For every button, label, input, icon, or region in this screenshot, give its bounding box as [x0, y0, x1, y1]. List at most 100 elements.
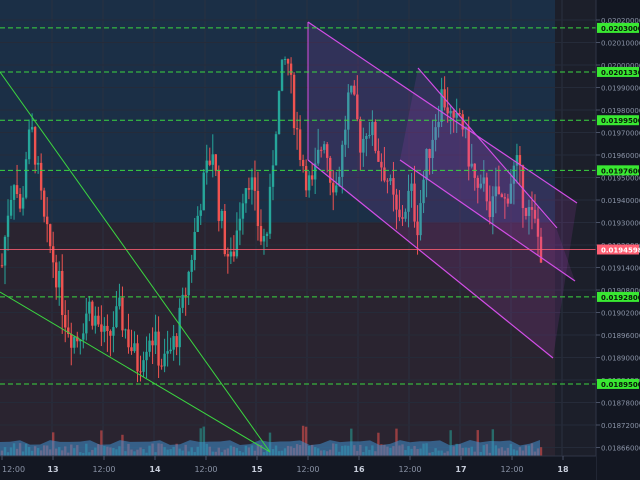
level-tag-label: 0.01976000: [601, 167, 640, 175]
candle-body: [253, 177, 257, 191]
candle-body: [76, 336, 79, 342]
channel-fill-narrow: [400, 68, 575, 281]
candle-body: [413, 183, 416, 222]
candle-body: [106, 325, 109, 332]
level-tag-label: 0.01995000: [601, 117, 640, 125]
candle-body: [344, 129, 347, 145]
candle-body: [97, 315, 100, 325]
candle-body: [33, 127, 37, 165]
trendline-support: [0, 291, 271, 453]
candle-body: [196, 215, 199, 232]
volume-bar: [202, 426, 205, 456]
candle-body: [115, 306, 118, 328]
time-axis[interactable]: 12:00 13 12:00 14 12:00 15 12:00 16 12:00 17 12:00…: [0, 455, 596, 480]
level-tag-bg: [597, 291, 639, 302]
time-tick-label: 15: [251, 465, 263, 474]
candle-body: [73, 336, 76, 348]
time-axis-panel: [0, 456, 596, 480]
candle-body: [395, 194, 398, 210]
price-axis[interactable]: 0.02020000 0.02010000 0.02000000 0.01990000…: [595, 0, 640, 480]
candle-body: [58, 270, 61, 288]
horizontal-levels[interactable]: [0, 27, 596, 385]
price-tick-label: 0.01872000: [601, 422, 640, 430]
candle-body: [64, 315, 67, 328]
time-tick-label: 18: [557, 465, 569, 474]
candle-body: [256, 190, 260, 227]
candle-body: [51, 246, 55, 263]
candle-body: [434, 127, 437, 140]
candle-body: [217, 170, 221, 221]
candle-body: [512, 165, 516, 184]
candle-body: [211, 154, 214, 165]
candle-body: [148, 340, 151, 352]
candle-body: [61, 270, 64, 316]
price-tick-label: 0.01990000: [601, 85, 640, 93]
channel2-upper-line: [417, 67, 558, 229]
candle-body: [145, 351, 148, 361]
candle-body: [9, 199, 13, 216]
time-tick-label: 13: [47, 465, 58, 474]
candle-body: [440, 89, 443, 123]
candle-body: [27, 129, 31, 160]
candle-body: [18, 194, 22, 209]
candle-body: [262, 236, 266, 242]
candle-body: [515, 155, 519, 166]
candle-body: [425, 149, 428, 180]
candle-body: [316, 149, 320, 164]
candle-body: [536, 218, 540, 237]
candle-body: [494, 186, 498, 197]
candle-body: [208, 160, 211, 165]
candle-body: [124, 329, 127, 331]
price-tick-label: 0.01940000: [601, 197, 640, 205]
trendline-descending: [0, 71, 271, 453]
candle-body: [244, 188, 248, 204]
candle-body: [292, 74, 296, 129]
candle-body: [160, 365, 163, 367]
candle-body: [437, 122, 440, 128]
candle-body: [371, 121, 374, 136]
candle-body: [181, 294, 184, 308]
candle-body: [301, 159, 305, 167]
candle-body: [235, 230, 239, 257]
candle-body: [48, 224, 52, 247]
candle-body: [313, 163, 317, 180]
candle-body: [428, 149, 431, 159]
candle-body: [45, 216, 49, 225]
trend-drawings: [0, 21, 578, 453]
candle-body: [446, 107, 449, 114]
candle-body: [136, 343, 139, 372]
candle-body: [265, 233, 269, 237]
candle-body: [88, 301, 91, 314]
candle-body: [151, 340, 154, 346]
candle-body: [497, 186, 501, 195]
candle-body: [392, 178, 395, 195]
candle-body: [271, 165, 275, 187]
candle-body: [353, 85, 356, 95]
candle-body: [223, 210, 227, 255]
price-tick-label: 0.01890000: [601, 355, 640, 363]
candle-body: [350, 85, 353, 93]
candle-body: [85, 313, 88, 334]
candle-body: [103, 325, 106, 332]
candle-body: [100, 324, 103, 332]
candle-body: [280, 59, 284, 91]
price-tick-label: 0.01960000: [601, 152, 640, 160]
candle-body: [485, 177, 488, 202]
candle-body: [133, 343, 136, 352]
candle-body: [307, 175, 311, 191]
candle-body: [118, 297, 121, 307]
candle-body: [524, 208, 528, 216]
candle-body: [247, 188, 251, 190]
candle-body: [347, 92, 350, 130]
candle-body: [341, 144, 344, 177]
candle-body: [431, 139, 434, 159]
price-tick-label: 0.01896000: [601, 332, 640, 340]
candle-body: [121, 297, 124, 331]
candle-body: [298, 129, 302, 160]
volume-bar: [449, 430, 452, 456]
candle-body: [386, 180, 389, 182]
candle-body: [407, 190, 410, 212]
candle-body: [268, 186, 272, 234]
price-tick-label: 0.01950000: [601, 175, 640, 183]
